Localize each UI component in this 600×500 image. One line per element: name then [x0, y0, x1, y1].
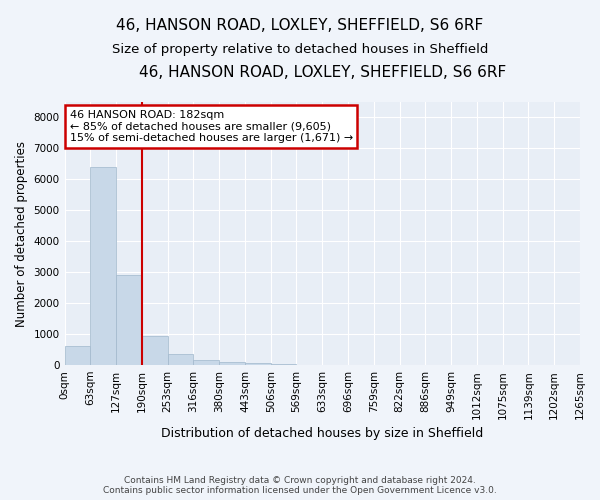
Bar [167, 354, 193, 365]
Text: 46 HANSON ROAD: 182sqm
← 85% of detached houses are smaller (9,605)
15% of semi-: 46 HANSON ROAD: 182sqm ← 85% of detached… [70, 110, 353, 143]
Bar [245, 363, 271, 365]
Text: Contains HM Land Registry data © Crown copyright and database right 2024.
Contai: Contains HM Land Registry data © Crown c… [103, 476, 497, 495]
Y-axis label: Number of detached properties: Number of detached properties [15, 140, 28, 326]
Bar [193, 360, 219, 365]
Text: Size of property relative to detached houses in Sheffield: Size of property relative to detached ho… [112, 42, 488, 56]
Bar [116, 276, 142, 365]
Bar [219, 362, 245, 365]
Bar [142, 336, 167, 365]
Title: 46, HANSON ROAD, LOXLEY, SHEFFIELD, S6 6RF: 46, HANSON ROAD, LOXLEY, SHEFFIELD, S6 6… [139, 65, 506, 80]
X-axis label: Distribution of detached houses by size in Sheffield: Distribution of detached houses by size … [161, 427, 484, 440]
Bar [271, 364, 296, 365]
Bar [91, 167, 116, 365]
Text: 46, HANSON ROAD, LOXLEY, SHEFFIELD, S6 6RF: 46, HANSON ROAD, LOXLEY, SHEFFIELD, S6 6… [116, 18, 484, 32]
Bar [65, 346, 91, 365]
